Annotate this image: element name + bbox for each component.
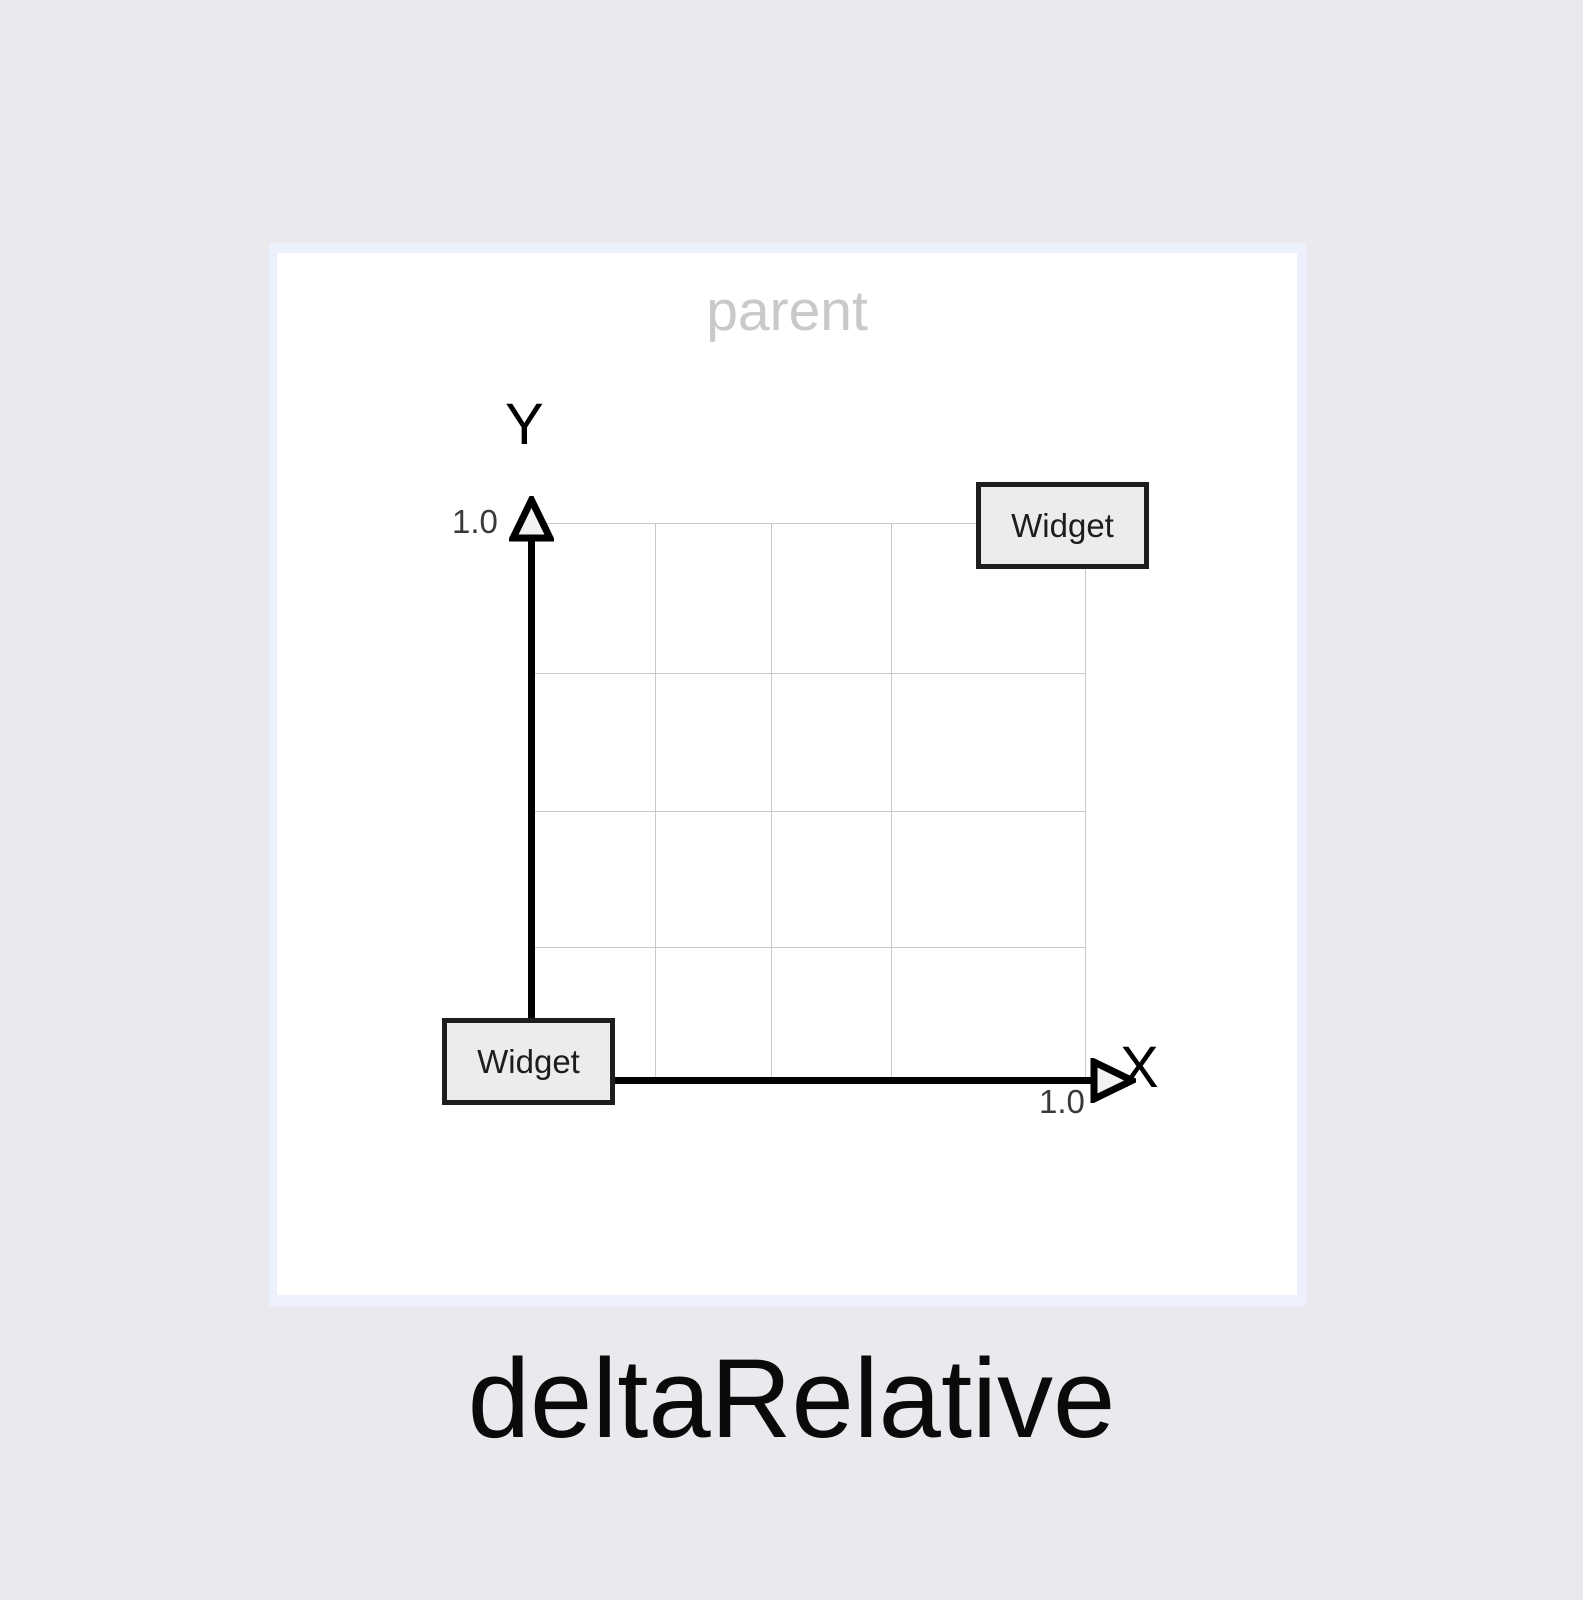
x-axis-arrow-icon: [1090, 1056, 1140, 1105]
parent-panel-inner: parent: [277, 253, 1297, 1295]
figure-caption: deltaRelative: [467, 1336, 1116, 1461]
grid-line-horizontal: [532, 811, 1086, 812]
widget-box-bottom-left[interactable]: Widget: [442, 1018, 615, 1105]
grid-line-horizontal: [532, 673, 1086, 674]
y-axis-tick-label: 1.0: [452, 503, 498, 540]
coordinate-diagram: Y X 1.0 1.0 Widget Widget: [277, 253, 1314, 1316]
grid-line-vertical: [891, 523, 892, 1081]
widget-label: Widget: [1011, 506, 1114, 544]
x-axis-line: [528, 1077, 1113, 1084]
parent-label: parent: [706, 279, 868, 343]
widget-box-top-right[interactable]: Widget: [976, 482, 1149, 569]
grid-line-horizontal: [532, 523, 1086, 524]
y-axis-line: [528, 511, 535, 1081]
y-axis-label: Y: [505, 392, 544, 457]
relative-coordinate-grid: [532, 523, 1086, 1081]
widget-label: Widget: [477, 1042, 580, 1080]
grid-line-vertical: [655, 523, 656, 1081]
parent-panel-frame: parent: [269, 243, 1306, 1306]
grid-line-horizontal: [532, 947, 1086, 948]
y-axis-arrow-icon: [507, 492, 556, 542]
grid-line-vertical: [1085, 523, 1086, 1081]
x-axis-tick-label: 1.0: [1039, 1083, 1085, 1120]
x-axis-label: X: [1120, 1035, 1159, 1100]
grid-line-vertical: [771, 523, 772, 1081]
